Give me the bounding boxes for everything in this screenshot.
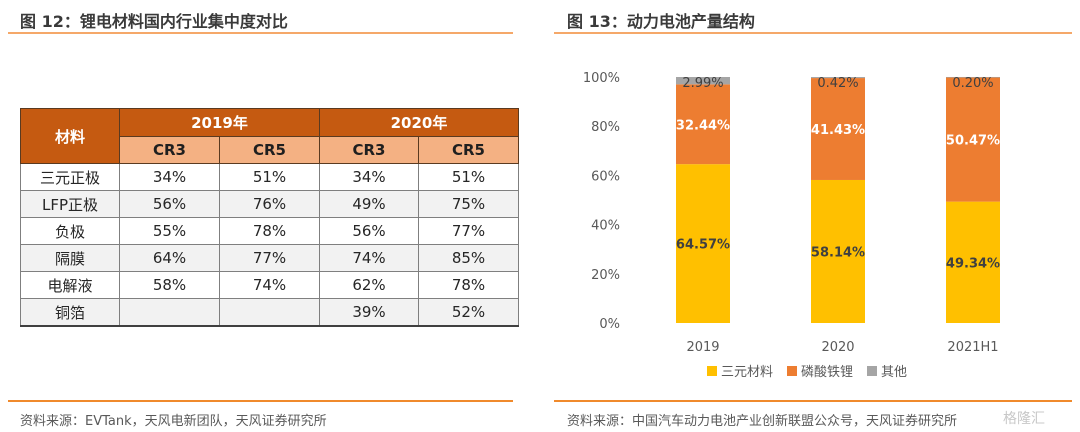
right-title-divider <box>554 32 1072 34</box>
x-tick-label: 2021H1 <box>947 340 998 355</box>
data-label: 50.47% <box>946 134 1000 149</box>
y-tick-label: 80% <box>591 120 620 135</box>
data-label: 49.34% <box>946 256 1000 271</box>
table-cell: 78% <box>219 217 320 245</box>
legend-item-ternary: 三元材料 <box>707 361 773 380</box>
legend-item-other: 其他 <box>867 361 907 380</box>
header-year-2020: 2020年 <box>319 108 519 137</box>
table-cell: 76% <box>219 190 320 218</box>
left-title-divider <box>8 32 513 34</box>
table-cell: 77% <box>219 244 320 272</box>
table-cell: 51% <box>418 163 519 191</box>
right-source-divider <box>554 400 1072 402</box>
concentration-table: 材料 2019年 2020年 CR3 CR5 CR3 CR5 三元正极 34% … <box>20 108 519 327</box>
legend-label: 磷酸铁锂 <box>801 365 854 380</box>
header-material: 材料 <box>20 108 120 164</box>
legend-swatch-other <box>867 365 878 376</box>
bar-segment-2019-0 <box>676 164 730 323</box>
bar-segment-2020-2 <box>811 77 865 79</box>
data-label: 41.43% <box>811 123 865 138</box>
watermark-logo: 格隆汇 <box>1003 411 1045 427</box>
left-figure-title: 图 12：锂电材料国内行业集中度对比 <box>20 12 288 31</box>
data-label: 64.57% <box>676 238 730 253</box>
row-material: 负极 <box>20 217 120 245</box>
table-cell: 51% <box>219 163 320 191</box>
table-cell: 62% <box>319 271 419 299</box>
legend-swatch-ternary <box>707 365 717 376</box>
right-source-note: 资料来源：中国汽车动力电池产业创新联盟公众号，天风证券研究所 <box>567 414 958 429</box>
legend-swatch-lfp <box>787 365 798 376</box>
row-material: LFP正极 <box>20 190 120 218</box>
row-material: 三元正极 <box>20 163 120 191</box>
y-tick-label: 60% <box>591 169 620 184</box>
bar-segment-2020-1 <box>811 78 865 180</box>
table-row: LFP正极 56% 76% 49% 75% <box>20 190 519 218</box>
bar-segment-2021H1-0 <box>946 201 1000 323</box>
bar-segment-2021H1-1 <box>946 77 1000 202</box>
left-source-divider <box>8 400 513 402</box>
header-year-2019: 2019年 <box>119 108 320 137</box>
bar-segment-2019-1 <box>676 84 730 165</box>
subheader-cr5: CR5 <box>418 136 519 164</box>
row-material: 铜箔 <box>20 298 120 327</box>
table-row: 负极 55% 78% 56% 77% <box>20 217 519 245</box>
table-cell: 85% <box>418 244 519 272</box>
y-tick-label: 100% <box>583 71 620 86</box>
table-cell: 34% <box>119 163 220 191</box>
x-tick-label: 2019 <box>686 340 719 355</box>
table-cell: 49% <box>319 190 419 218</box>
data-label: 0.20% <box>952 76 993 91</box>
legend-label: 其他 <box>881 365 908 380</box>
bar-segment-2019-2 <box>676 77 730 85</box>
row-material: 电解液 <box>20 271 120 299</box>
row-material: 隔膜 <box>20 244 120 272</box>
bar-segment-2020-0 <box>811 179 865 323</box>
table-cell: 58% <box>119 271 220 299</box>
table-row: 三元正极 34% 51% 34% 51% <box>20 163 519 191</box>
table-cell: 75% <box>418 190 519 218</box>
production-structure-chart: 0% 20% 40% 60% 80% 100% 64.57% 32.44% 2.99% 2019 5… <box>583 71 1000 355</box>
table-cell: 55% <box>119 217 220 245</box>
table-row: 铜箔 39% 52% <box>20 298 519 327</box>
y-tick-label: 0% <box>599 317 620 332</box>
table-cell: 52% <box>418 298 519 327</box>
table-cell <box>119 298 220 327</box>
table-cell: 64% <box>119 244 220 272</box>
data-label: 32.44% <box>676 118 730 133</box>
table-cell <box>219 298 320 327</box>
table-cell: 77% <box>418 217 519 245</box>
data-label: 0.42% <box>817 76 858 91</box>
y-tick-label: 20% <box>591 268 620 283</box>
table-row: 电解液 58% 74% 62% 78% <box>20 271 519 299</box>
right-figure-title: 图 13：动力电池产量结构 <box>567 12 755 31</box>
table-cell: 78% <box>418 271 519 299</box>
legend-item-lfp: 磷酸铁锂 <box>787 361 853 380</box>
legend-label: 三元材料 <box>721 365 774 380</box>
table-cell: 56% <box>319 217 419 245</box>
chart-legend: 三元材料 磷酸铁锂 其他 <box>707 361 907 380</box>
subheader-cr5: CR5 <box>219 136 320 164</box>
data-label: 2.99% <box>682 76 723 91</box>
table-cell: 56% <box>119 190 220 218</box>
y-tick-label: 40% <box>591 219 620 234</box>
table-cell: 74% <box>319 244 419 272</box>
table-row: 隔膜 64% 77% 74% 85% <box>20 244 519 272</box>
table-cell: 74% <box>219 271 320 299</box>
subheader-cr3: CR3 <box>319 136 419 164</box>
bar-segment-2021H1-2 <box>946 76 1000 78</box>
subheader-cr3: CR3 <box>119 136 220 164</box>
left-source-note: 资料来源：EVTank，天风电新团队，天风证券研究所 <box>20 414 327 429</box>
table-cell: 39% <box>319 298 419 327</box>
table-cell: 34% <box>319 163 419 191</box>
data-label: 58.14% <box>811 245 865 260</box>
x-tick-label: 2020 <box>821 340 854 355</box>
